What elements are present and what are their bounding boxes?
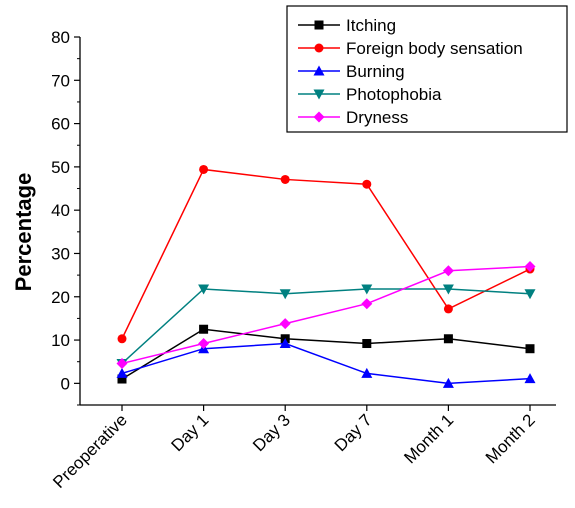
legend-item-foreign-body-sensation: Foreign body sensation — [298, 39, 523, 58]
series-line-foreign-body-sensation — [121, 168, 531, 340]
x-tick-label: Month 2 — [482, 410, 539, 467]
legend-label: Itching — [346, 16, 396, 35]
data-point-dryness — [116, 357, 128, 369]
data-point-itching — [525, 344, 535, 354]
data-point-itching — [199, 324, 209, 334]
series-burning — [116, 338, 536, 388]
data-point-burning — [361, 367, 373, 378]
data-point-dryness — [442, 265, 454, 277]
y-tick-label: 10 — [51, 331, 70, 350]
legend-marker — [313, 111, 325, 123]
series-itching — [117, 324, 535, 384]
y-tick-label: 0 — [61, 374, 70, 393]
series-layer — [116, 164, 536, 388]
legend-item-photophobia: Photophobia — [298, 85, 442, 104]
data-point-foreign-body-sensation — [199, 164, 209, 174]
y-tick-label: 40 — [51, 201, 70, 220]
y-tick-label: 30 — [51, 244, 70, 263]
y-tick-label: 70 — [51, 71, 70, 90]
legend-item-itching: Itching — [298, 16, 396, 35]
data-point-itching — [362, 339, 372, 349]
data-point-itching — [117, 374, 127, 384]
data-point-foreign-body-sensation — [362, 179, 372, 189]
legend-marker — [314, 43, 324, 53]
x-tick-label: Day 3 — [249, 410, 294, 455]
y-axis-ticks: 0 10 20 30 40 50 60 70 80 — [51, 28, 80, 406]
y-tick-label: 50 — [51, 158, 70, 177]
x-tick-label: Day 1 — [168, 410, 213, 455]
x-tick-label: Month 1 — [400, 410, 457, 467]
data-point-foreign-body-sensation — [280, 174, 290, 184]
legend-marker — [313, 89, 325, 100]
data-point-itching — [443, 334, 453, 344]
legend-marker — [313, 65, 325, 76]
data-point-dryness — [279, 318, 291, 330]
data-point-dryness — [361, 298, 373, 310]
x-axis-ticks: Preoperative Day 1 Day 3 Day 7 Month 1 Month … — [49, 405, 539, 492]
legend-box — [286, 5, 568, 133]
y-axis-title: Percentage — [11, 173, 36, 292]
y-tick-label: 80 — [51, 28, 70, 47]
data-point-photophobia — [524, 289, 536, 300]
legend-label: Photophobia — [346, 85, 442, 104]
series-line-burning — [121, 342, 531, 385]
legend-item-burning: Burning — [298, 62, 405, 81]
series-line-dryness — [121, 265, 531, 365]
x-tick-label: Day 7 — [331, 410, 376, 455]
data-point-photophobia — [198, 284, 210, 295]
legend-marker — [314, 20, 324, 30]
data-point-dryness — [198, 338, 210, 350]
series-dryness — [116, 260, 536, 369]
data-point-photophobia — [442, 284, 454, 295]
data-point-foreign-body-sensation — [117, 334, 127, 344]
series-foreign-body-sensation — [117, 164, 535, 344]
series-line-itching — [121, 328, 531, 380]
data-point-burning — [442, 377, 454, 388]
data-point-burning — [116, 367, 128, 378]
axes — [79, 37, 556, 406]
data-point-foreign-body-sensation — [443, 304, 453, 314]
y-tick-label: 20 — [51, 288, 70, 307]
data-point-burning — [279, 338, 291, 349]
legend-label: Dryness — [346, 108, 408, 127]
legend: Itching Foreign body sensation Burning Phot… — [286, 5, 568, 133]
legend-item-dryness: Dryness — [298, 108, 408, 127]
legend-label: Foreign body sensation — [346, 39, 523, 58]
data-point-dryness — [524, 260, 536, 272]
y-tick-label: 60 — [51, 115, 70, 134]
data-point-burning — [524, 373, 536, 384]
data-point-photophobia — [279, 289, 291, 300]
data-point-photophobia — [361, 284, 373, 295]
legend-label: Burning — [346, 62, 405, 81]
series-line-photophobia — [121, 288, 531, 364]
x-tick-label: Preoperative — [49, 410, 131, 492]
